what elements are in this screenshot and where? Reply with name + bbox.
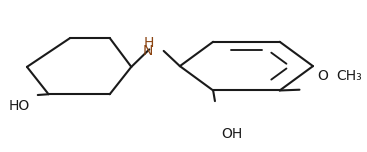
Text: CH₃: CH₃: [336, 69, 362, 83]
Text: H: H: [144, 36, 155, 50]
Text: N: N: [142, 44, 153, 58]
Text: O: O: [317, 69, 328, 83]
Text: OH: OH: [221, 127, 243, 141]
Text: HO: HO: [9, 99, 30, 113]
